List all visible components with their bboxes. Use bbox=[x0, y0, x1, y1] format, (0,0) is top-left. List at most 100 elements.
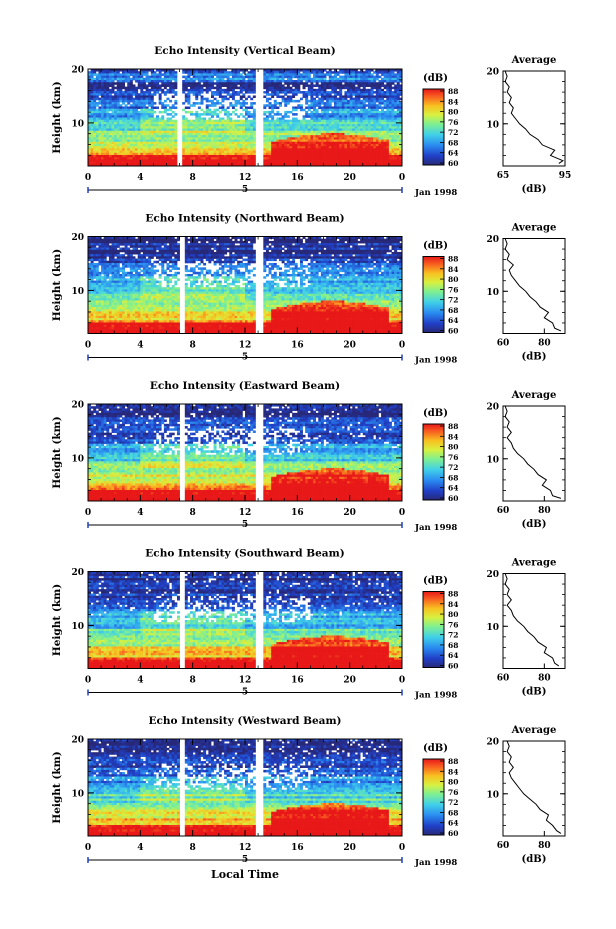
x-tick-label: 16 bbox=[291, 173, 304, 183]
x-tick-label: 0 bbox=[399, 173, 405, 183]
y-tick-label: 10 bbox=[71, 287, 84, 297]
heatmap bbox=[88, 237, 402, 334]
colorbar-tick-label: 88 bbox=[448, 590, 458, 599]
average-y-tick-label: 10 bbox=[486, 120, 499, 130]
colorbar-tick-label: 80 bbox=[448, 778, 458, 787]
y-tick-label: 10 bbox=[71, 454, 84, 464]
colorbar-tick-label: 60 bbox=[448, 829, 458, 838]
average-profile-line bbox=[505, 574, 559, 666]
average-x-tick-label: 60 bbox=[497, 339, 510, 349]
colorbar-tick-label: 88 bbox=[448, 422, 458, 431]
colorbar-tick-label: 72 bbox=[448, 798, 458, 807]
average-x-tick-label: 65 bbox=[497, 171, 510, 181]
y-axis-label: Height (km) bbox=[51, 81, 63, 153]
x-tick-label: 4 bbox=[137, 508, 143, 518]
average-x-tick-label: 80 bbox=[538, 506, 551, 516]
y-tick-label: 10 bbox=[71, 789, 84, 799]
y-tick-label: 10 bbox=[71, 622, 84, 632]
average-title: Average bbox=[511, 725, 557, 736]
average-x-tick-label: 80 bbox=[538, 841, 551, 851]
colorbar-tick-label: 72 bbox=[448, 631, 458, 640]
average-frame bbox=[503, 239, 565, 334]
average-profile-line bbox=[505, 239, 561, 331]
colorbar-tick-label: 84 bbox=[448, 767, 458, 776]
y-tick-label: 20 bbox=[71, 66, 84, 76]
x-tick-label: 16 bbox=[291, 508, 304, 518]
x-tick-label: 20 bbox=[343, 173, 356, 183]
x-tick-label: 8 bbox=[190, 508, 196, 518]
panel-title: Echo Intensity (Northward Beam) bbox=[145, 213, 344, 225]
colorbar-tick-label: 76 bbox=[448, 453, 458, 462]
average-title: Average bbox=[511, 390, 557, 401]
colorbar-tick-label: 72 bbox=[448, 128, 458, 137]
colorbar bbox=[423, 257, 444, 333]
average-y-tick-label: 10 bbox=[486, 790, 499, 800]
x-tick-label: 20 bbox=[343, 676, 356, 686]
colorbar-tick-label: 80 bbox=[448, 275, 458, 284]
average-frame bbox=[503, 741, 565, 836]
colorbar-unit: (dB) bbox=[423, 408, 448, 419]
x-tick-label: 0 bbox=[85, 843, 91, 853]
colorbar-unit: (dB) bbox=[423, 743, 448, 754]
x-tick-label: 12 bbox=[239, 508, 252, 518]
average-title: Average bbox=[511, 55, 557, 66]
average-title: Average bbox=[511, 558, 557, 569]
average-title: Average bbox=[511, 223, 557, 234]
x-tick-label: 20 bbox=[343, 843, 356, 853]
x-tick-label: 0 bbox=[399, 508, 405, 518]
average-y-tick-label: 10 bbox=[486, 623, 499, 633]
y-tick-label: 20 bbox=[71, 233, 84, 243]
colorbar-tick-label: 88 bbox=[448, 87, 458, 96]
colorbar-unit: (dB) bbox=[423, 576, 448, 587]
average-x-tick-label: 80 bbox=[538, 339, 551, 349]
average-profile-line bbox=[505, 406, 561, 498]
colorbar-tick-label: 80 bbox=[448, 108, 458, 117]
x-tick-label: 4 bbox=[137, 341, 143, 351]
x-tick-label: 0 bbox=[85, 508, 91, 518]
panel-4: Echo Intensity (Southward Beam)2010Heigh… bbox=[51, 548, 565, 701]
day-label: 5 bbox=[242, 185, 248, 195]
day-label: 5 bbox=[242, 353, 248, 363]
colorbar-tick-label: 60 bbox=[448, 662, 458, 671]
x-tick-label: 20 bbox=[343, 341, 356, 351]
y-axis-label: Height (km) bbox=[51, 584, 63, 656]
y-axis-label: Height (km) bbox=[51, 249, 63, 321]
date-label: Jan 1998 bbox=[414, 188, 457, 198]
date-label: Jan 1998 bbox=[414, 691, 457, 701]
average-x-label: (dB) bbox=[522, 184, 547, 195]
x-tick-label: 4 bbox=[137, 173, 143, 183]
x-tick-label: 4 bbox=[137, 843, 143, 853]
x-tick-label: 4 bbox=[137, 676, 143, 686]
colorbar-tick-label: 68 bbox=[448, 473, 458, 482]
colorbar-tick-label: 64 bbox=[448, 651, 458, 660]
date-label: Jan 1998 bbox=[414, 523, 457, 533]
average-y-tick-label: 10 bbox=[486, 288, 499, 298]
average-y-tick-label: 10 bbox=[486, 455, 499, 465]
average-frame bbox=[503, 406, 565, 501]
colorbar-tick-label: 88 bbox=[448, 255, 458, 264]
colorbar-tick-label: 64 bbox=[448, 316, 458, 325]
date-label: Jan 1998 bbox=[414, 356, 457, 366]
y-tick-label: 20 bbox=[71, 401, 84, 411]
panel-title: Echo Intensity (Eastward Beam) bbox=[150, 380, 340, 392]
average-y-tick-label: 20 bbox=[486, 68, 499, 78]
colorbar-tick-label: 68 bbox=[448, 808, 458, 817]
colorbar-tick-label: 60 bbox=[448, 159, 458, 168]
colorbar-tick-label: 60 bbox=[448, 327, 458, 336]
colorbar-tick-label: 72 bbox=[448, 296, 458, 305]
date-label: Jan 1998 bbox=[414, 858, 457, 868]
colorbar bbox=[423, 89, 444, 165]
colorbar-tick-label: 84 bbox=[448, 600, 458, 609]
panel-3: Echo Intensity (Eastward Beam)2010Height… bbox=[51, 380, 565, 533]
y-tick-label: 20 bbox=[71, 736, 84, 746]
average-x-label: (dB) bbox=[522, 854, 547, 865]
colorbar bbox=[423, 424, 444, 500]
y-tick-label: 10 bbox=[71, 119, 84, 129]
colorbar-tick-label: 72 bbox=[448, 463, 458, 472]
average-y-tick-label: 20 bbox=[486, 403, 499, 413]
panel-5: Echo Intensity (Westward Beam)2010Height… bbox=[51, 715, 565, 868]
heatmap bbox=[88, 739, 402, 836]
x-tick-label: 16 bbox=[291, 341, 304, 351]
x-tick-label: 12 bbox=[239, 843, 252, 853]
